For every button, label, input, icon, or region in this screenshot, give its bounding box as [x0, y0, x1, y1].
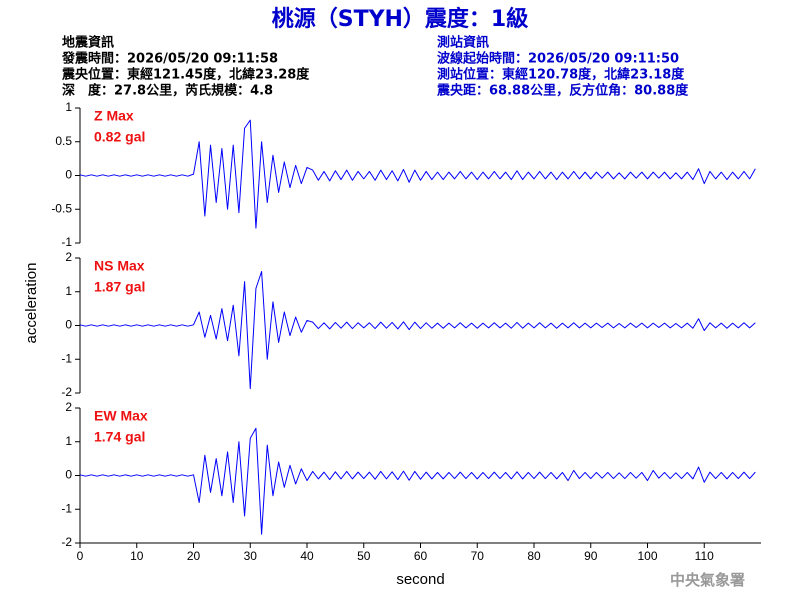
y-tick-label: -1 [61, 501, 72, 515]
y-tick-label: 0 [65, 318, 72, 332]
watermark: 中央氣象署 [670, 571, 745, 589]
x-tick-label: 70 [471, 549, 485, 563]
waveform [79, 119, 756, 229]
y-tick-label: -1 [61, 235, 72, 249]
info-right: 測站資訊 [437, 35, 489, 51]
info-left: 深 度：27.8公里，芮氏規模：4.8 [62, 83, 273, 99]
info-right: 波線起始時間：2026/05/20 09:11:50 [437, 51, 679, 67]
y-tick-label: 0.5 [55, 134, 72, 148]
x-tick-label: 110 [695, 549, 714, 563]
y-label: acceleration [23, 263, 40, 344]
y-tick-label: 1 [65, 100, 72, 114]
max-label: 0.82 gal [94, 129, 145, 145]
x-tick-label: 20 [187, 549, 201, 563]
panel-label: EW Max [94, 408, 148, 424]
waveform [79, 427, 756, 535]
x-tick-label: 10 [130, 549, 144, 563]
x-tick-label: 60 [414, 549, 428, 563]
info-right: 震央距：68.88公里，反方位角：80.88度 [436, 83, 689, 99]
x-tick-label: 90 [584, 549, 598, 563]
y-tick-label: 2 [65, 400, 72, 414]
max-label: 1.74 gal [94, 429, 145, 445]
y-tick-label: -2 [61, 385, 72, 399]
max-label: 1.87 gal [94, 279, 145, 295]
x-tick-label: 100 [637, 549, 657, 563]
title: 桃源（STYH）震度：1級 [272, 6, 529, 32]
y-tick-label: -2 [61, 535, 72, 549]
x-tick-label: 40 [300, 549, 314, 563]
info-left: 發震時間：2026/05/20 09:11:58 [61, 51, 278, 67]
y-tick-label: 0 [65, 168, 72, 182]
y-tick-label: -0.5 [51, 201, 72, 215]
y-tick-label: -1 [61, 351, 72, 365]
x-tick-label: 50 [357, 549, 371, 563]
y-tick-label: 2 [65, 250, 72, 264]
x-tick-label: 0 [77, 549, 84, 563]
y-tick-label: 1 [65, 284, 72, 298]
panel-label: Z Max [94, 108, 134, 124]
waveform [79, 271, 756, 390]
y-tick-label: 0 [65, 468, 72, 482]
info-left: 地震資訊 [62, 35, 114, 51]
info-right: 測站位置：東經120.78度，北緯23.18度 [437, 67, 685, 83]
y-tick-label: 1 [65, 434, 72, 448]
x-tick-label: 80 [527, 549, 541, 563]
panel-label: NS Max [94, 258, 145, 274]
info-left: 震央位置：東經121.45度，北緯23.28度 [61, 67, 310, 83]
x-tick-label: 30 [244, 549, 258, 563]
x-label: second [396, 571, 444, 588]
